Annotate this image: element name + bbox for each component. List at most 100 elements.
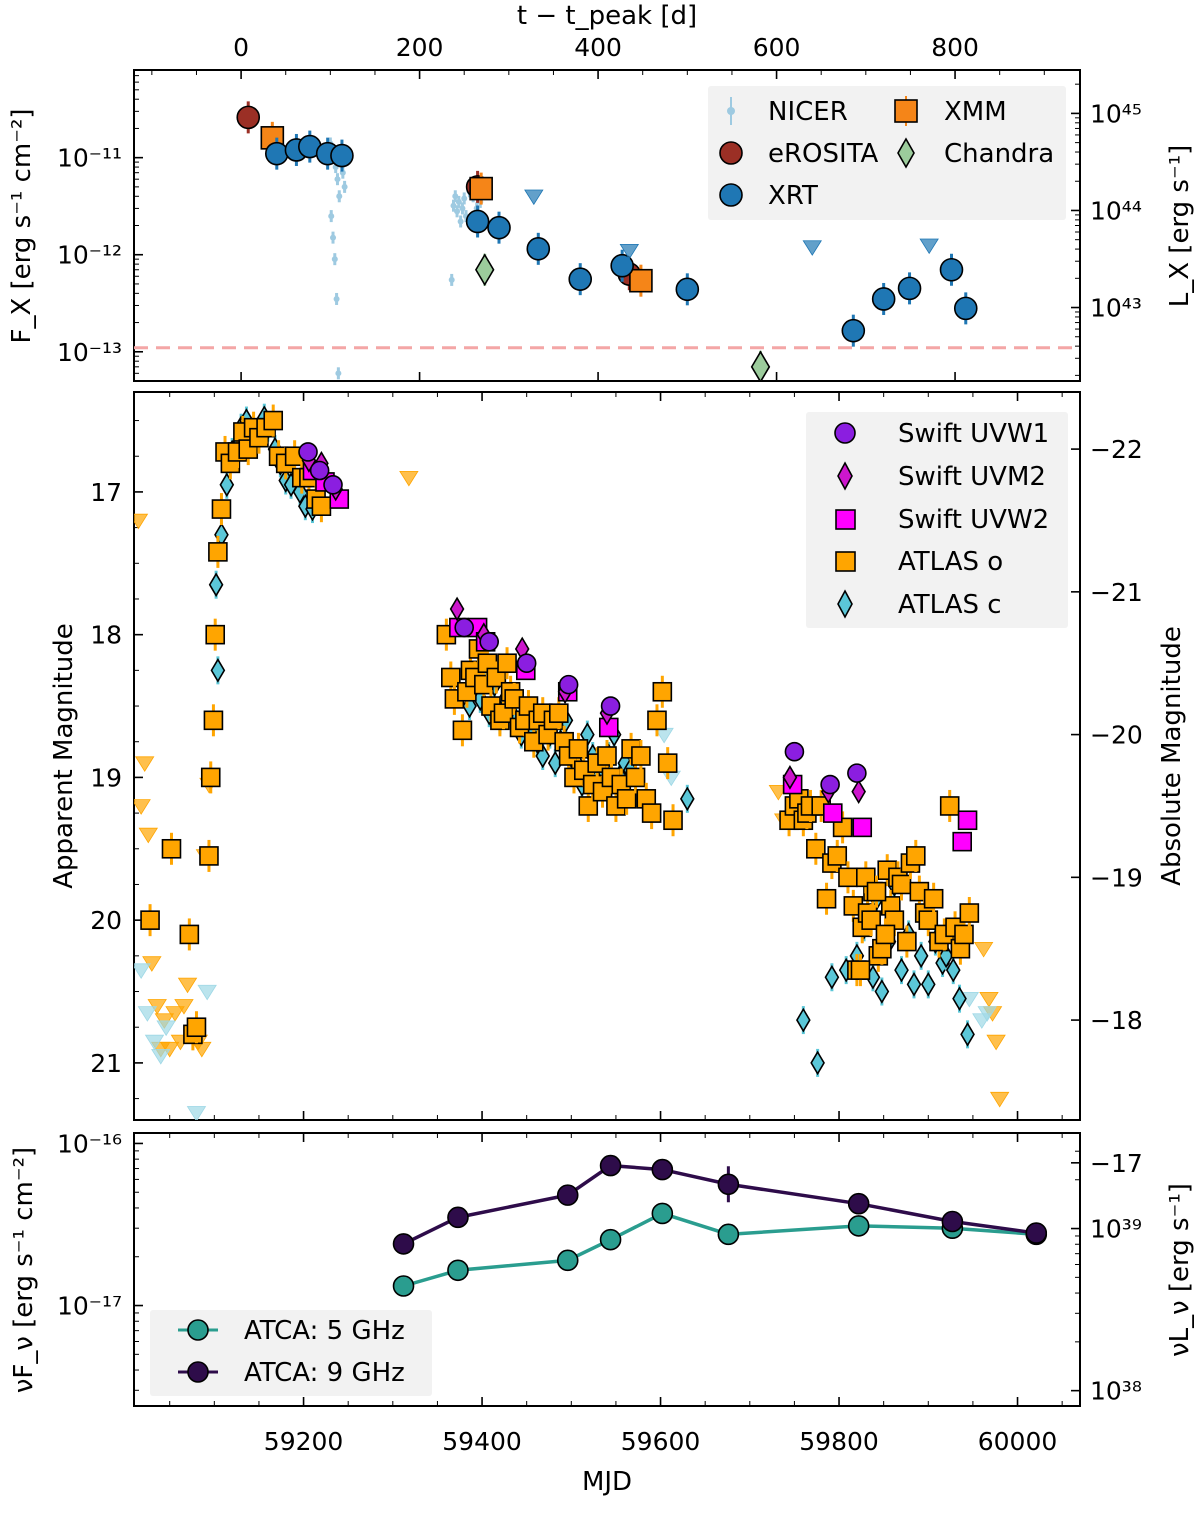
bottom-x-tick-label: 59600 <box>621 1427 701 1456</box>
optical-point-atlas-o <box>549 697 569 730</box>
radio-y2-tick-label: 10³⁹ <box>1090 1215 1142 1244</box>
optical-point-atlas-c-upper-limits <box>977 1006 997 1022</box>
optical-y2-tick-label: −20 <box>1090 721 1143 750</box>
xray-y2-tick-label: 10⁴⁴ <box>1090 196 1142 225</box>
optical-point-atlas-c-upper-limits <box>197 984 217 1001</box>
xray-point-nicer <box>335 367 342 380</box>
optical-point-atlas-o <box>905 839 926 872</box>
optical-point-atlas-o-upper-limits <box>979 991 999 1008</box>
radio-y2-tick-label: 10³⁸ <box>1090 1377 1142 1406</box>
xray-point-xrt <box>871 282 896 315</box>
legend-label-erosita: eROSITA <box>768 139 879 169</box>
optical-point-atlas-c <box>208 570 224 599</box>
optical-point-atlas-c-upper-limits <box>144 1034 165 1051</box>
top-x-tick-label: 400 <box>574 33 622 62</box>
optical-point-swift-uvw2 <box>957 810 978 831</box>
optical-point-atlas-c <box>874 977 890 1006</box>
xray-point-xmm <box>629 264 653 297</box>
radio-legend: ATCA: 5 GHz ATCA: 9 GHz <box>150 1310 432 1396</box>
legend-item-xrt: XRT <box>719 181 818 211</box>
optical-point-swift-uvw1 <box>558 674 579 695</box>
optical-point-swift-uvw1 <box>516 653 537 674</box>
radio-point-atca-9-ghz <box>847 1192 870 1215</box>
optical-point-atlas-o <box>208 535 228 568</box>
xray-point-nicer <box>336 190 343 203</box>
xray-point-nicer <box>457 215 464 228</box>
optical-y2-axis-label: Absolute Magnitude <box>1157 626 1187 886</box>
optical-point-swift-uvw1 <box>479 632 499 652</box>
optical-point-atlas-o <box>959 897 980 930</box>
xray-point-nicer <box>333 292 340 305</box>
optical-point-atlas-o <box>616 782 637 815</box>
xray-y-tick-label: 10⁻¹² <box>57 241 122 270</box>
optical-point-atlas-o-upper-limits <box>138 827 159 844</box>
optical-point-atlas-o-upper-limits <box>134 799 151 815</box>
bottom-x-tick-label: 59400 <box>442 1427 522 1456</box>
xray-point-nicer <box>330 231 337 244</box>
xray-point-xrt <box>298 130 322 163</box>
optical-panel-frame <box>133 391 1081 1121</box>
optical-point-swift-uvw1 <box>309 460 330 481</box>
xray-point-nicer <box>328 210 335 223</box>
xray-point-nicer <box>454 205 461 218</box>
optical-point-atlas-o <box>838 861 858 894</box>
optical-point-swift-uvw2 <box>822 803 843 823</box>
optical-point-atlas-o-upper-limits <box>192 1041 212 1058</box>
optical-point-atlas-o <box>186 1011 207 1044</box>
legend-item-atca-9ghz: ATCA: 9 GHz <box>178 1358 405 1388</box>
xray-point-xrt <box>897 272 922 305</box>
legend-item-xmm: XMM <box>894 96 1007 127</box>
optical-point-atlas-o <box>263 404 284 437</box>
xray-y-axis-label: F_X [erg s⁻¹ cm⁻²] <box>7 108 37 343</box>
legend-item-erosita: eROSITA <box>719 139 879 169</box>
optical-point-atlas-o-upper-limits <box>986 1034 1006 1051</box>
optical-point-atlas-o <box>850 954 871 987</box>
xray-point-nicer <box>448 273 455 286</box>
radio-point-atca-5-ghz <box>556 1249 579 1272</box>
bottom-x-axis-label: MJD <box>582 1467 632 1497</box>
optical-point-swift-uvw2 <box>852 817 873 838</box>
optical-point-atlas-c <box>920 970 936 999</box>
xray-point-erosita <box>236 101 261 134</box>
optical-y-tick-label: 17 <box>90 478 122 507</box>
radio-point-atca-9-ghz <box>447 1206 469 1229</box>
optical-point-atlas-c <box>913 941 929 970</box>
xray-point-nicer <box>450 199 457 212</box>
optical-point-swift-uvw1 <box>600 696 621 716</box>
optical-point-atlas-o <box>939 789 960 822</box>
optical-point-atlas-o-upper-limits <box>399 470 419 487</box>
optical-point-atlas-o-upper-limits <box>177 977 198 994</box>
xray-point-xrt <box>953 292 978 325</box>
radio-point-atca-9-ghz <box>651 1158 674 1181</box>
optical-point-atlas-o <box>923 882 944 915</box>
optical-point-atlas-o <box>663 804 683 837</box>
optical-point-atlas-o <box>918 904 939 937</box>
xray-point-xrt-upper-limits <box>619 244 640 260</box>
legend-item-swift-uvm2: Swift UVM2 <box>837 461 1046 492</box>
xray-point-nicer <box>331 253 338 266</box>
optical-data-marks <box>134 403 1010 1120</box>
optical-y2-tick-label: −22 <box>1090 435 1143 464</box>
optical-point-atlas-o <box>641 797 662 830</box>
optical-point-atlas-o <box>504 682 524 715</box>
legend-item-swift-uvw1: Swift UVW1 <box>834 419 1049 449</box>
optical-point-atlas-o <box>897 925 917 958</box>
legend-label-xmm: XMM <box>944 97 1007 127</box>
optical-y2-tick-label: −18 <box>1090 1006 1143 1035</box>
optical-point-atlas-c-upper-limits <box>134 963 151 979</box>
optical-point-atlas-c <box>960 1020 975 1049</box>
radio-point-atca-9-ghz <box>599 1154 622 1177</box>
legend-label-atlas-c: ATLAS c <box>898 590 1002 620</box>
radio-point-atca-5-ghz <box>447 1259 469 1282</box>
xray-point-xrt <box>610 249 634 282</box>
legend-label-atca-5ghz: ATCA: 5 GHz <box>244 1316 405 1346</box>
bottom-x-tick-label: 59200 <box>264 1427 344 1456</box>
optical-point-swift-uvm2 <box>449 596 465 622</box>
radio-point-atca-9-ghz <box>717 1166 740 1203</box>
optical-y2-tick-label: −21 <box>1090 578 1143 607</box>
radio-y2-axis-label: νL_ν [erg s⁻¹] <box>1165 1183 1195 1357</box>
optical-point-atlas-c <box>894 956 909 985</box>
optical-point-atlas-o <box>211 493 232 526</box>
xray-point-xrt-upper-limits <box>919 238 939 255</box>
top-x-tick-label: 800 <box>931 33 979 62</box>
